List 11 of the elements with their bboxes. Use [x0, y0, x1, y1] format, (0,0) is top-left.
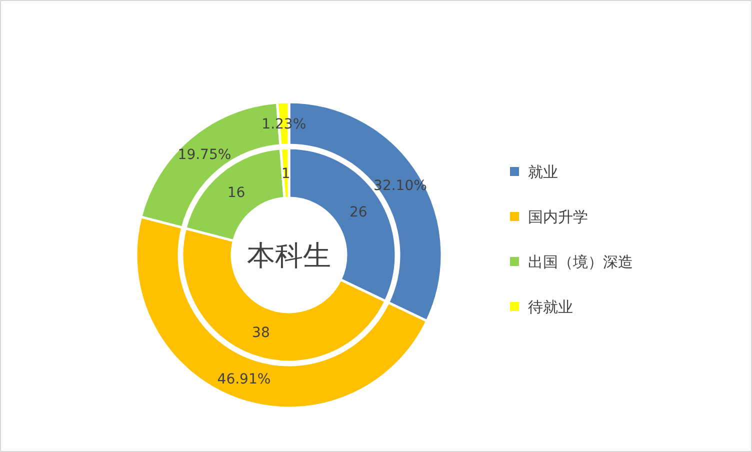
- data-label: 38: [252, 325, 270, 342]
- data-label: 19.75%: [178, 147, 232, 164]
- data-label: 1.23%: [262, 116, 306, 133]
- data-label: 16: [227, 185, 246, 202]
- data-label: 46.91%: [217, 372, 271, 388]
- data-label: 26: [349, 204, 368, 220]
- text: 本科生: [247, 239, 331, 272]
- legend-label: 出国（境）深造: [528, 253, 633, 271]
- legend-label: 国内升学: [528, 208, 588, 226]
- legend-label: 待就业: [528, 298, 573, 316]
- legend-label: 就业: [528, 163, 558, 181]
